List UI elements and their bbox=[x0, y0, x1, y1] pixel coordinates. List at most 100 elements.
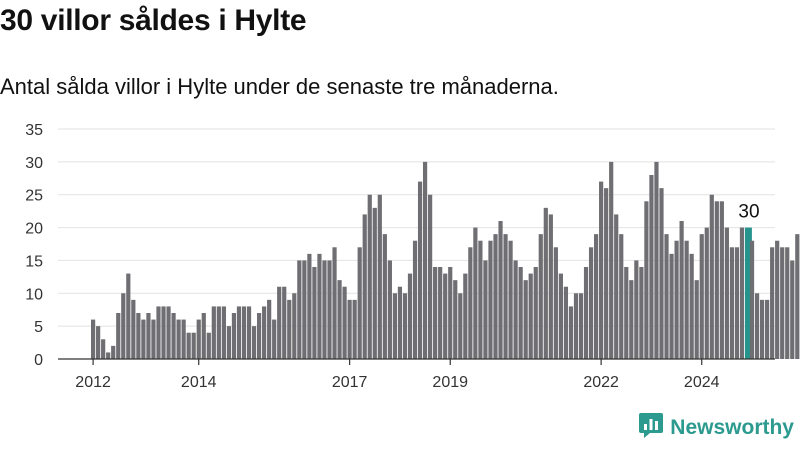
bar bbox=[251, 326, 257, 359]
bar bbox=[795, 234, 800, 359]
bar bbox=[126, 273, 131, 359]
bar bbox=[111, 345, 116, 359]
x-tick-label: 2024 bbox=[684, 374, 720, 391]
bar bbox=[216, 306, 221, 359]
y-tick-label: 35 bbox=[25, 122, 43, 139]
bar bbox=[297, 260, 302, 359]
bar bbox=[96, 326, 101, 359]
bar bbox=[533, 267, 538, 359]
bar bbox=[272, 319, 277, 359]
bar bbox=[302, 260, 307, 359]
bar bbox=[609, 161, 614, 359]
bar bbox=[342, 286, 347, 359]
bar bbox=[518, 267, 523, 359]
bar-chart: 0 5 10 15 20 25 30 35 2012 2014 2017 2019 2022 2024 30 bbox=[25, 122, 800, 391]
y-tick-label: 20 bbox=[25, 221, 43, 238]
bar bbox=[181, 319, 186, 359]
bar bbox=[236, 306, 242, 359]
bar bbox=[588, 247, 594, 359]
bar bbox=[382, 234, 387, 359]
bar bbox=[719, 201, 724, 359]
chart-title: 30 villor såldes i Hylte bbox=[0, 4, 307, 37]
bar bbox=[523, 280, 528, 359]
bar bbox=[594, 234, 599, 359]
bar bbox=[433, 267, 438, 359]
bar bbox=[256, 313, 262, 359]
bar bbox=[322, 260, 327, 359]
bar bbox=[644, 201, 649, 359]
bar bbox=[438, 267, 443, 359]
bar bbox=[578, 293, 584, 359]
bar bbox=[649, 175, 654, 359]
bar bbox=[568, 306, 574, 359]
bar bbox=[362, 214, 367, 359]
bar bbox=[639, 267, 644, 359]
bar bbox=[131, 299, 136, 359]
bar bbox=[422, 161, 428, 359]
bar bbox=[780, 247, 785, 359]
bar bbox=[770, 247, 775, 359]
bar bbox=[397, 286, 403, 359]
bar bbox=[508, 240, 513, 359]
bar bbox=[176, 319, 181, 359]
bar bbox=[151, 319, 156, 359]
bar bbox=[634, 260, 639, 359]
x-tick-label: 2017 bbox=[332, 374, 368, 391]
x-tick-label: 2012 bbox=[75, 374, 111, 391]
bar bbox=[704, 227, 709, 359]
newsworthy-logo-icon bbox=[638, 411, 664, 444]
bar bbox=[684, 240, 689, 359]
bar bbox=[453, 280, 458, 359]
bar bbox=[352, 299, 357, 359]
bar bbox=[402, 293, 408, 359]
bar bbox=[332, 247, 337, 359]
bar bbox=[337, 280, 342, 359]
x-tick-label: 2019 bbox=[432, 374, 468, 391]
bar bbox=[206, 332, 211, 359]
bar bbox=[679, 221, 684, 359]
bar bbox=[372, 207, 377, 359]
bar bbox=[674, 240, 679, 359]
bar bbox=[201, 313, 206, 359]
brand-name: Newsworthy bbox=[670, 415, 794, 439]
bar bbox=[538, 234, 543, 359]
bar bbox=[317, 253, 322, 359]
bar bbox=[161, 306, 166, 359]
bar bbox=[759, 299, 765, 359]
bar bbox=[443, 273, 448, 359]
bar bbox=[292, 293, 297, 359]
bar bbox=[498, 221, 503, 359]
bar bbox=[116, 313, 121, 359]
bar bbox=[166, 306, 171, 359]
bar bbox=[583, 267, 589, 359]
bar bbox=[347, 299, 352, 359]
bar bbox=[458, 293, 463, 359]
bar bbox=[226, 326, 232, 359]
bar bbox=[765, 299, 770, 359]
bar bbox=[689, 253, 694, 359]
bar bbox=[448, 267, 453, 359]
bar bbox=[785, 247, 790, 359]
bar bbox=[146, 313, 151, 359]
bar bbox=[191, 332, 196, 359]
bar bbox=[724, 227, 729, 359]
bar bbox=[186, 332, 191, 359]
bar bbox=[528, 273, 533, 359]
bar bbox=[553, 247, 558, 359]
bar bbox=[513, 260, 518, 359]
y-tick-label: 15 bbox=[25, 253, 43, 270]
x-tick-label: 2014 bbox=[181, 374, 217, 391]
data-label-latest: 30 bbox=[738, 202, 759, 223]
y-tick-label: 25 bbox=[25, 188, 43, 205]
bar bbox=[367, 194, 372, 359]
bar bbox=[629, 280, 634, 359]
bar bbox=[563, 286, 569, 359]
bar bbox=[548, 214, 553, 359]
bar bbox=[734, 247, 740, 359]
bar bbox=[277, 286, 282, 359]
y-tick-label: 30 bbox=[25, 155, 43, 172]
bar bbox=[503, 234, 508, 359]
bar bbox=[91, 319, 96, 359]
bar bbox=[287, 299, 292, 359]
bar bbox=[171, 313, 176, 359]
